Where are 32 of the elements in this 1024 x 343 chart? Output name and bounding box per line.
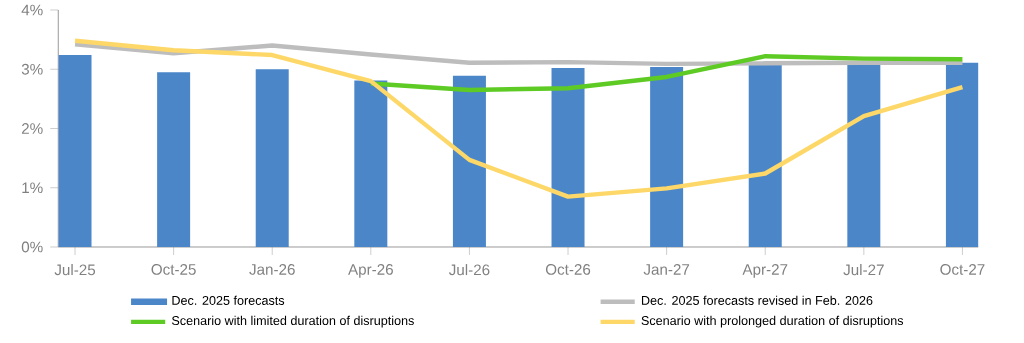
bar [650,66,684,247]
x-tick-label: Jan-26 [249,264,295,275]
legend-label: Scenario with limited duration of disruptions [171,315,414,328]
legend-label: Scenario with prolonged duration of disruptions [641,315,904,328]
bar [945,62,979,247]
y-tick-label: 4% [21,4,43,16]
bar [354,80,388,247]
x-tick-label: Oct-27 [940,264,985,275]
x-tick-label: Jul-25 [54,264,96,276]
x-tick-label: Oct-26 [545,264,591,275]
legend-label: Dec. 2025 forecasts revised in Feb. 2026 [641,295,873,305]
bar [847,65,881,247]
y-tick-label: 3% [21,63,43,75]
bar [452,75,486,247]
bar [255,69,289,247]
x-tick-label: Jul-27 [843,264,884,276]
line-series [72,42,965,67]
x-tick-label: Jan-27 [643,264,690,275]
y-tick-label: 2% [21,123,43,134]
bar [748,65,782,247]
x-tick-label: Apr-26 [348,264,393,278]
x-tick-label: Jul-26 [448,264,490,276]
legend-label: Dec. 2025 forecasts [172,295,285,305]
y-tick-label: 0% [21,241,43,253]
bar [157,72,191,247]
x-tick-label: Apr-27 [742,264,788,278]
line-series [368,54,965,93]
x-tick-label: Oct-25 [151,264,196,275]
line-series [72,38,965,199]
y-tick-label: 1% [22,182,43,194]
bar [551,68,585,247]
bar [58,55,92,247]
